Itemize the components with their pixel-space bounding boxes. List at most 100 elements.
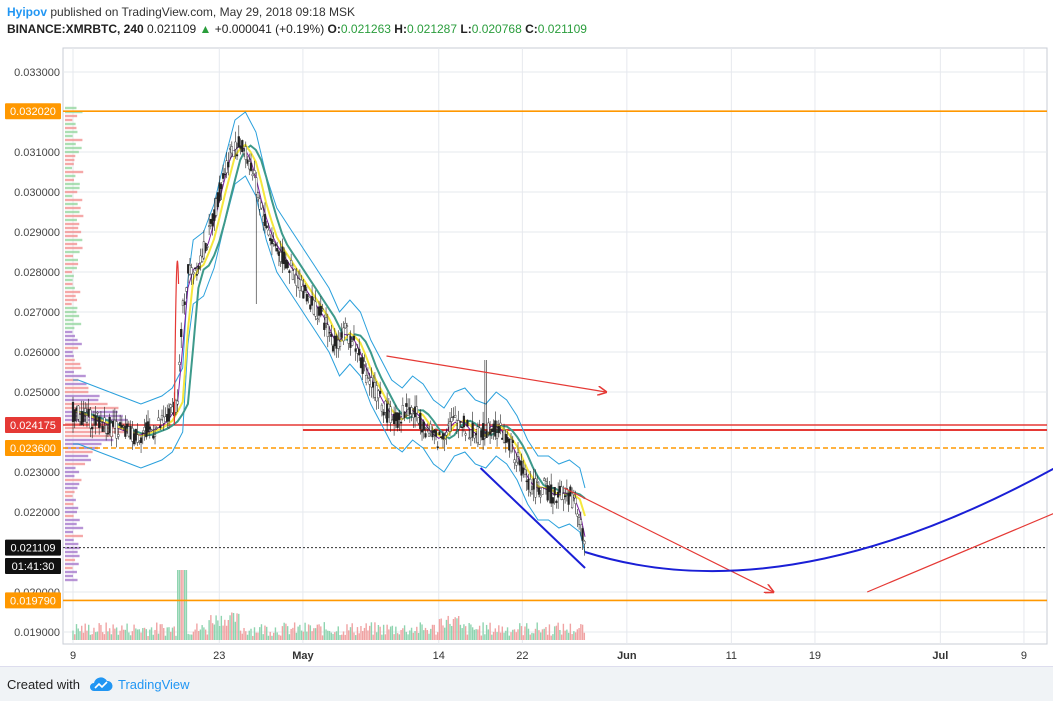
volume-profile-bar [65, 454, 89, 458]
candle-body [473, 434, 476, 439]
volume-bar [526, 623, 528, 640]
y-tick-label: 0.022000 [14, 507, 60, 519]
created-with-text: Created with [7, 677, 80, 692]
volume-bar [231, 612, 233, 640]
volume-bar [105, 622, 107, 640]
candle-body [475, 433, 478, 436]
volume-bar [548, 624, 551, 640]
candle [363, 354, 366, 372]
y-tick-label: 0.031000 [14, 147, 60, 159]
volume-bar [540, 632, 542, 640]
volume-bar [342, 631, 345, 640]
candle-body [153, 434, 157, 437]
candle-body [420, 429, 424, 433]
volume-bar [220, 615, 223, 640]
volume-profile-bar [65, 246, 83, 250]
candle-body [387, 403, 390, 409]
candle [96, 411, 99, 422]
price-chart[interactable]: 0.033000 0.031000 0.030000 0.029000 0.028000… [0, 40, 1053, 666]
candle [468, 428, 471, 440]
candle-body [537, 487, 541, 495]
candle-body [424, 433, 427, 438]
volume-profile-bar [65, 498, 76, 502]
candle-body [375, 385, 378, 402]
candle [488, 421, 492, 444]
candle-body [408, 407, 411, 415]
volume-bar [199, 629, 202, 640]
volume-bar [498, 625, 500, 640]
candle [382, 409, 385, 423]
volume-profile-bar [65, 542, 79, 546]
candle-body [187, 264, 190, 274]
volume-bar [499, 632, 502, 640]
candle-body [213, 209, 216, 221]
volume-profile-bar [65, 266, 77, 270]
candle-body [286, 261, 289, 269]
candle [324, 307, 328, 329]
volume-bar [496, 632, 498, 640]
volume-profile-bar [65, 366, 82, 370]
candle-body [576, 513, 579, 517]
candle-body [386, 403, 389, 423]
candle-body [84, 408, 87, 413]
price-badge-label: 0.019790 [10, 595, 56, 607]
candle [267, 223, 270, 237]
candle [511, 435, 514, 453]
candle [331, 343, 335, 354]
candle-body [356, 348, 359, 354]
volume-bar [100, 624, 102, 640]
candle-body [504, 433, 507, 443]
candle [232, 150, 235, 158]
high-value: 0.021287 [406, 22, 458, 36]
volume-bar [306, 631, 308, 640]
candle-body [230, 146, 233, 154]
candle [153, 425, 157, 445]
candle-body [523, 469, 527, 475]
volume-bar [243, 627, 245, 640]
candle [73, 409, 76, 429]
candle [92, 410, 96, 427]
author-link[interactable]: Hyipov [7, 5, 48, 19]
candle-body [396, 412, 399, 428]
volume-profile-bar [65, 346, 79, 350]
volume-profile-bar [65, 430, 126, 434]
candle-body [199, 255, 202, 263]
price-badge-bg [5, 417, 61, 433]
candle-body [508, 438, 511, 451]
open-label: O: [327, 22, 341, 36]
candle [302, 279, 305, 299]
candle-body [174, 399, 178, 413]
candle-body [258, 198, 261, 210]
candle-body [195, 274, 199, 276]
x-tick-label: 11 [726, 650, 737, 662]
volume-bar [93, 627, 95, 640]
candle [438, 430, 441, 436]
chart-area[interactable]: 0.033000 0.031000 0.030000 0.029000 0.028000… [0, 40, 1053, 666]
y-tick-label: 0.029000 [14, 227, 60, 239]
candle [352, 325, 356, 341]
price-badge-label: 0.032020 [10, 106, 56, 118]
volume-bar [482, 622, 484, 640]
y-tick-label: 0.033000 [14, 67, 60, 79]
volume-bar [487, 629, 490, 640]
volume-bar [81, 625, 83, 640]
candle [396, 412, 399, 432]
volume-bar [206, 634, 209, 640]
volume-bar [360, 626, 362, 640]
candle-body [127, 426, 130, 437]
candle-body [553, 486, 556, 496]
volume-profile-bar [65, 438, 114, 442]
volume-profile-bar [65, 522, 77, 526]
volume-bar [323, 622, 326, 640]
candle [321, 303, 324, 312]
volume-profile-bar [65, 310, 77, 314]
candle [150, 428, 153, 432]
candle-body [550, 484, 553, 504]
candle-body [194, 267, 197, 270]
tradingview-link[interactable]: TradingView [118, 677, 190, 692]
y-tick-label: 0.026000 [14, 347, 60, 359]
candle-body [536, 481, 539, 483]
candle-body [80, 411, 83, 426]
volume-bar [309, 625, 312, 640]
candle-body [221, 173, 225, 179]
